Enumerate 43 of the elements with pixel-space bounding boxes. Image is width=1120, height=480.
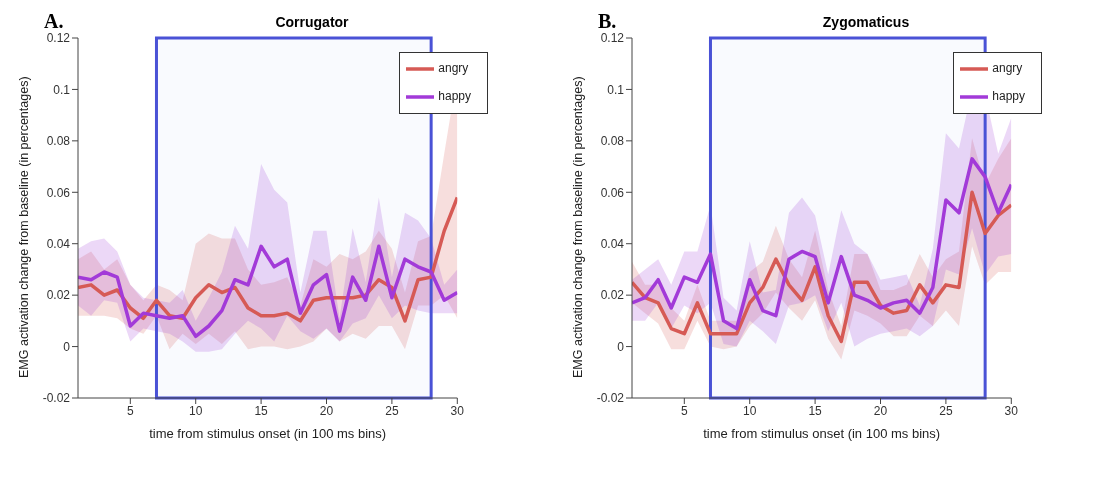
y-tick-label: 0.1 [607, 82, 625, 97]
text: A. [44, 10, 64, 33]
y-tick-label: 0.1 [53, 82, 71, 97]
legend-label: angry [438, 61, 469, 76]
y-tick-label: 0.02 [46, 288, 71, 303]
x-tick-label: 25 [939, 403, 953, 418]
y-tick-label: -0.02 [42, 391, 71, 406]
legend-label: happy [992, 89, 1025, 104]
y-tick-label: 0.12 [600, 31, 625, 46]
x-tick-label: 5 [126, 403, 134, 418]
line-series [78, 244, 458, 339]
x-axis-title: time from stimulus onset (in 100 ms bins) [703, 426, 941, 441]
x-tick-label: 10 [743, 403, 757, 418]
x-tick-label: 30 [450, 403, 465, 418]
y-tick-label: 0 [617, 339, 625, 354]
y-tick-label: 0.12 [46, 31, 71, 46]
line-series [632, 157, 1012, 331]
y-tick-label: 0 [63, 339, 71, 354]
y-axis-title: EMG activation change from baseline (in percentages) [17, 76, 32, 378]
y-tick-label: 0.06 [46, 185, 71, 200]
legend-label: happy [438, 89, 471, 104]
x-tick-label: 15 [254, 403, 269, 418]
y-tick-label: 0.02 [600, 288, 625, 303]
x-tick-label: 20 [873, 403, 888, 418]
line-series [632, 190, 1012, 344]
chart-title: Zygomaticus [821, 14, 911, 30]
x-axis-title: time from stimulus onset (in 100 ms bins) [149, 426, 387, 441]
x-tick-label: 15 [808, 403, 823, 418]
y-tick-label: 0.04 [46, 236, 71, 251]
x-tick-label: 30 [1004, 403, 1019, 418]
x-tick-label: 20 [319, 403, 334, 418]
y-tick-label: -0.02 [596, 391, 625, 406]
text: B. [598, 10, 617, 33]
chart-title: Corrugator [274, 14, 350, 30]
y-tick-label: 0.08 [46, 134, 71, 149]
legend-label: angry [992, 61, 1023, 76]
y-tick-label: 0.06 [600, 185, 625, 200]
x-tick-label: 25 [385, 403, 399, 418]
y-tick-label: 0.08 [600, 134, 625, 149]
x-tick-label: 10 [189, 403, 203, 418]
x-tick-label: 5 [680, 403, 688, 418]
y-tick-label: 0.04 [600, 236, 625, 251]
y-axis-title: EMG activation change from baseline (in percentages) [571, 76, 586, 378]
